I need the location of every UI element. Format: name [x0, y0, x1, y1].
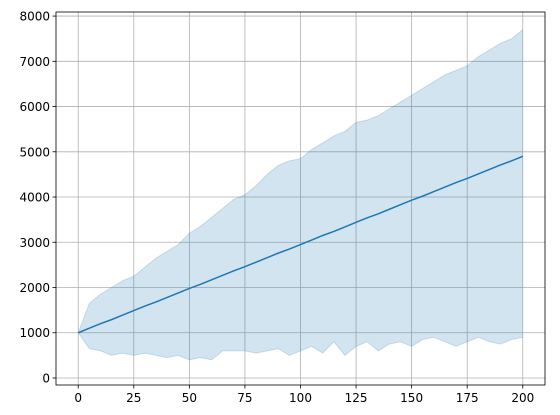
plot-frame — [55, 11, 546, 386]
band-area — [78, 29, 523, 360]
band-upper — [77, 29, 524, 333]
x-tick-label: 150 — [400, 391, 423, 405]
y-tick-label: 4000 — [19, 191, 50, 205]
x-tick-label: 50 — [182, 391, 197, 405]
y-tick-label: 3000 — [19, 236, 50, 250]
y-tick-label: 8000 — [19, 10, 50, 24]
y-tick-label: 7000 — [19, 55, 50, 69]
x-tick-label: 0 — [74, 391, 82, 405]
y-tick-label: 1000 — [19, 326, 50, 340]
x-tick-label: 175 — [456, 391, 479, 405]
x-tick-label: 25 — [126, 391, 141, 405]
x-tick-label: 200 — [511, 391, 534, 405]
x-tick-label: 100 — [289, 391, 312, 405]
band-lower — [77, 332, 523, 361]
x-tick-label: 75 — [237, 391, 252, 405]
y-tick-label: 0 — [42, 371, 50, 385]
line — [77, 155, 524, 334]
y-tick-label: 5000 — [19, 145, 50, 159]
y-tick-label: 2000 — [19, 281, 50, 295]
y-tick-label: 6000 — [19, 100, 50, 114]
x-tick-label: 125 — [345, 391, 368, 405]
